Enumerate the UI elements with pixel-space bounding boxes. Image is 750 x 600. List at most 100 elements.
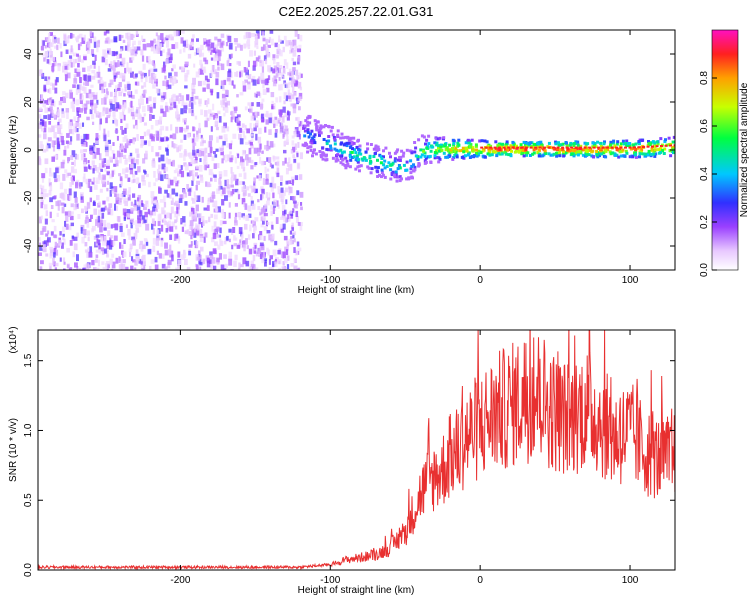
noise-cell xyxy=(54,234,58,239)
noise-cell xyxy=(126,209,131,214)
noise-cell xyxy=(283,216,288,223)
noise-cell xyxy=(101,212,105,219)
noise-cell xyxy=(83,173,86,179)
noise-cell xyxy=(56,174,61,182)
noise-cell xyxy=(88,178,92,182)
noise-cell xyxy=(59,257,62,262)
noise-cell xyxy=(108,108,112,112)
signal-cell xyxy=(653,141,657,145)
signal-cell xyxy=(530,141,534,145)
noise-cell xyxy=(46,239,49,246)
signal-cell xyxy=(636,146,640,150)
noise-cell xyxy=(241,186,246,192)
noise-cell xyxy=(243,35,247,40)
noise-cell xyxy=(131,236,135,241)
signal-cell xyxy=(313,148,316,152)
noise-cell xyxy=(77,214,81,219)
noise-cell xyxy=(209,251,213,256)
noise-cell xyxy=(257,248,262,254)
noise-cell xyxy=(118,200,122,205)
signal-cell xyxy=(379,161,383,165)
signal-cell xyxy=(343,163,347,167)
noise-cell xyxy=(285,249,289,255)
noise-cell xyxy=(125,266,129,270)
noise-cell xyxy=(283,258,288,264)
noise-cell xyxy=(189,211,193,217)
signal-cell xyxy=(336,153,340,157)
noise-cell xyxy=(153,171,156,178)
noise-cell xyxy=(260,223,264,228)
signal-cell xyxy=(303,124,307,128)
noise-cell xyxy=(113,235,118,241)
signal-cell xyxy=(537,142,540,146)
signal-cell xyxy=(342,150,346,154)
noise-cell xyxy=(202,258,206,264)
noise-cell xyxy=(282,223,286,230)
noise-cell xyxy=(287,111,291,116)
noise-cell xyxy=(129,57,133,63)
noise-cell xyxy=(293,238,296,243)
signal-cell xyxy=(392,173,396,177)
noise-cell xyxy=(238,173,242,177)
noise-cell xyxy=(275,217,279,224)
noise-cell xyxy=(182,118,186,123)
noise-cell xyxy=(117,84,121,90)
noise-cell xyxy=(247,44,251,50)
noise-cell xyxy=(67,172,72,176)
signal-cell xyxy=(517,150,521,154)
noise-cell xyxy=(130,159,134,165)
noise-cell xyxy=(210,90,213,96)
signal-cell xyxy=(649,141,653,145)
signal-cell xyxy=(638,152,642,156)
noise-cell xyxy=(63,268,66,270)
signal-cell xyxy=(314,152,318,156)
noise-cell xyxy=(99,226,103,233)
noise-cell xyxy=(149,213,152,218)
noise-cell xyxy=(42,149,47,153)
noise-cell xyxy=(73,243,78,251)
noise-cell xyxy=(252,188,256,192)
noise-cell xyxy=(151,161,156,168)
noise-cell xyxy=(143,219,147,223)
noise-cell xyxy=(131,56,135,61)
signal-cell xyxy=(349,158,353,162)
noise-cell xyxy=(278,84,281,91)
noise-cell xyxy=(66,133,70,138)
signal-core-cell xyxy=(624,146,627,149)
noise-cell xyxy=(116,71,120,75)
noise-cell xyxy=(292,61,297,66)
noise-cell xyxy=(167,178,171,185)
noise-cell xyxy=(287,89,290,95)
noise-cell xyxy=(104,53,108,58)
noise-cell xyxy=(124,174,129,179)
noise-cell xyxy=(91,260,95,266)
noise-cell xyxy=(79,93,82,100)
noise-cell xyxy=(155,130,159,137)
noise-cell xyxy=(91,70,96,74)
signal-cell xyxy=(411,176,414,180)
signal-cell xyxy=(303,134,307,138)
noise-cell xyxy=(131,179,134,184)
signal-cell xyxy=(667,136,671,140)
noise-cell xyxy=(69,182,73,188)
signal-cell xyxy=(367,166,371,170)
noise-cell xyxy=(160,237,164,242)
noise-cell xyxy=(255,133,258,141)
noise-cell xyxy=(268,234,272,241)
noise-cell xyxy=(134,199,137,206)
noise-cell xyxy=(291,226,295,231)
noise-cell xyxy=(57,200,62,206)
signal-cell xyxy=(311,151,315,154)
noise-cell xyxy=(135,225,139,230)
noise-cell xyxy=(50,82,53,86)
noise-cell xyxy=(213,229,217,235)
noise-cell xyxy=(198,259,202,265)
noise-cell xyxy=(194,211,198,219)
signal-cell xyxy=(559,143,563,147)
noise-cell xyxy=(114,193,117,197)
noise-cell xyxy=(119,146,123,151)
noise-cell xyxy=(199,235,203,243)
noise-cell xyxy=(39,242,42,247)
signal-core-cell xyxy=(664,144,668,147)
signal-core-cell xyxy=(579,146,583,149)
